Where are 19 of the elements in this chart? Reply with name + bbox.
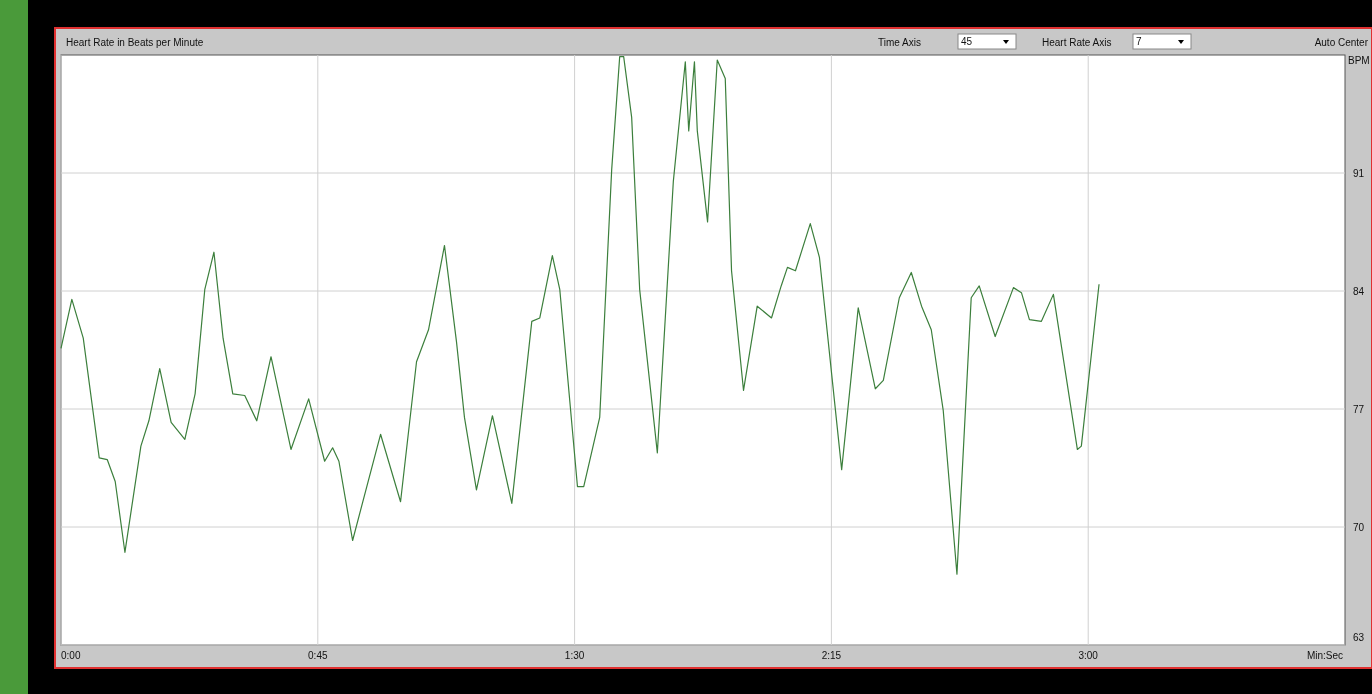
y-tick-label: 84 <box>1353 286 1365 297</box>
y-tick-label: 70 <box>1353 522 1365 533</box>
x-axis-title: Min:Sec <box>1306 650 1343 661</box>
x-tick-label: 0:45 <box>308 650 328 661</box>
x-tick-label: 2:15 <box>821 650 842 661</box>
x-tick-label: 0:00 <box>61 650 81 661</box>
text: Heart Rate Axis <box>1042 37 1112 48</box>
chart-title: Heart Rate in Beats per Minute <box>66 37 204 48</box>
y-axis-title: BPM <box>1348 55 1370 66</box>
y-tick-label: 63 <box>1353 632 1365 643</box>
text: 45 <box>961 36 973 47</box>
text: 7 <box>1136 36 1142 47</box>
y-tick-label: 77 <box>1353 404 1365 415</box>
text: Time Axis <box>878 37 921 48</box>
line-series <box>60 56 1100 575</box>
x-tick-label: 3:00 <box>1078 650 1099 661</box>
y-tick-label: 91 <box>1353 168 1365 179</box>
text: Auto Center <box>1314 37 1369 48</box>
x-tick-label: 1:30 <box>564 650 585 661</box>
